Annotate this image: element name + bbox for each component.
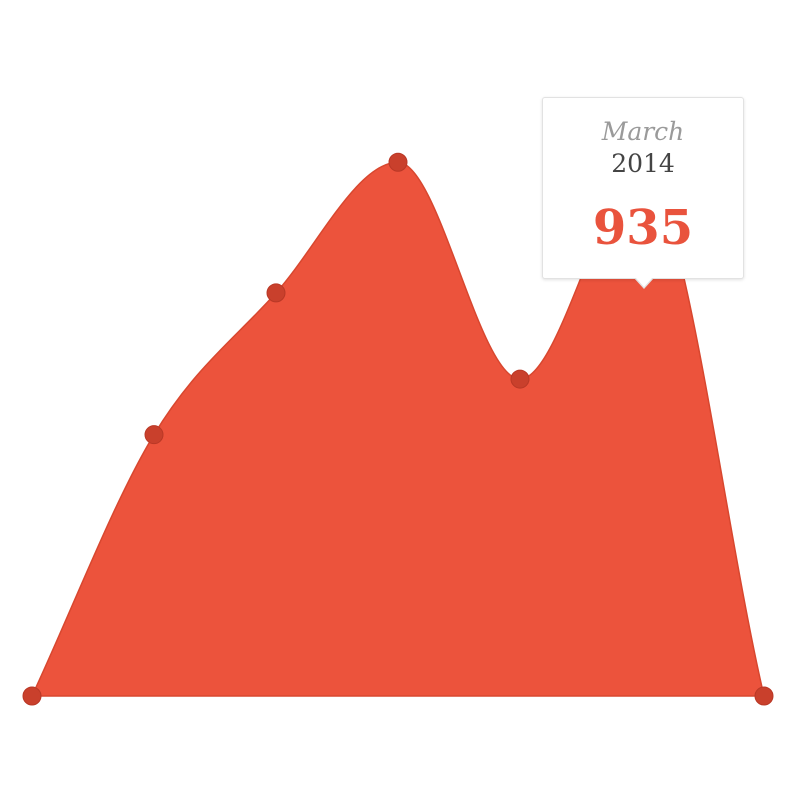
data-tooltip: March 2014 935 (542, 97, 744, 289)
tooltip-pointer (634, 277, 654, 289)
tooltip-year: 2014 (611, 149, 675, 178)
data-point (22, 686, 42, 706)
tooltip-value: 935 (592, 200, 694, 256)
data-point (144, 425, 164, 445)
data-point (510, 369, 530, 389)
data-point (754, 686, 774, 706)
data-point (388, 152, 408, 172)
data-point (266, 283, 286, 303)
tooltip-month: March (601, 117, 685, 146)
